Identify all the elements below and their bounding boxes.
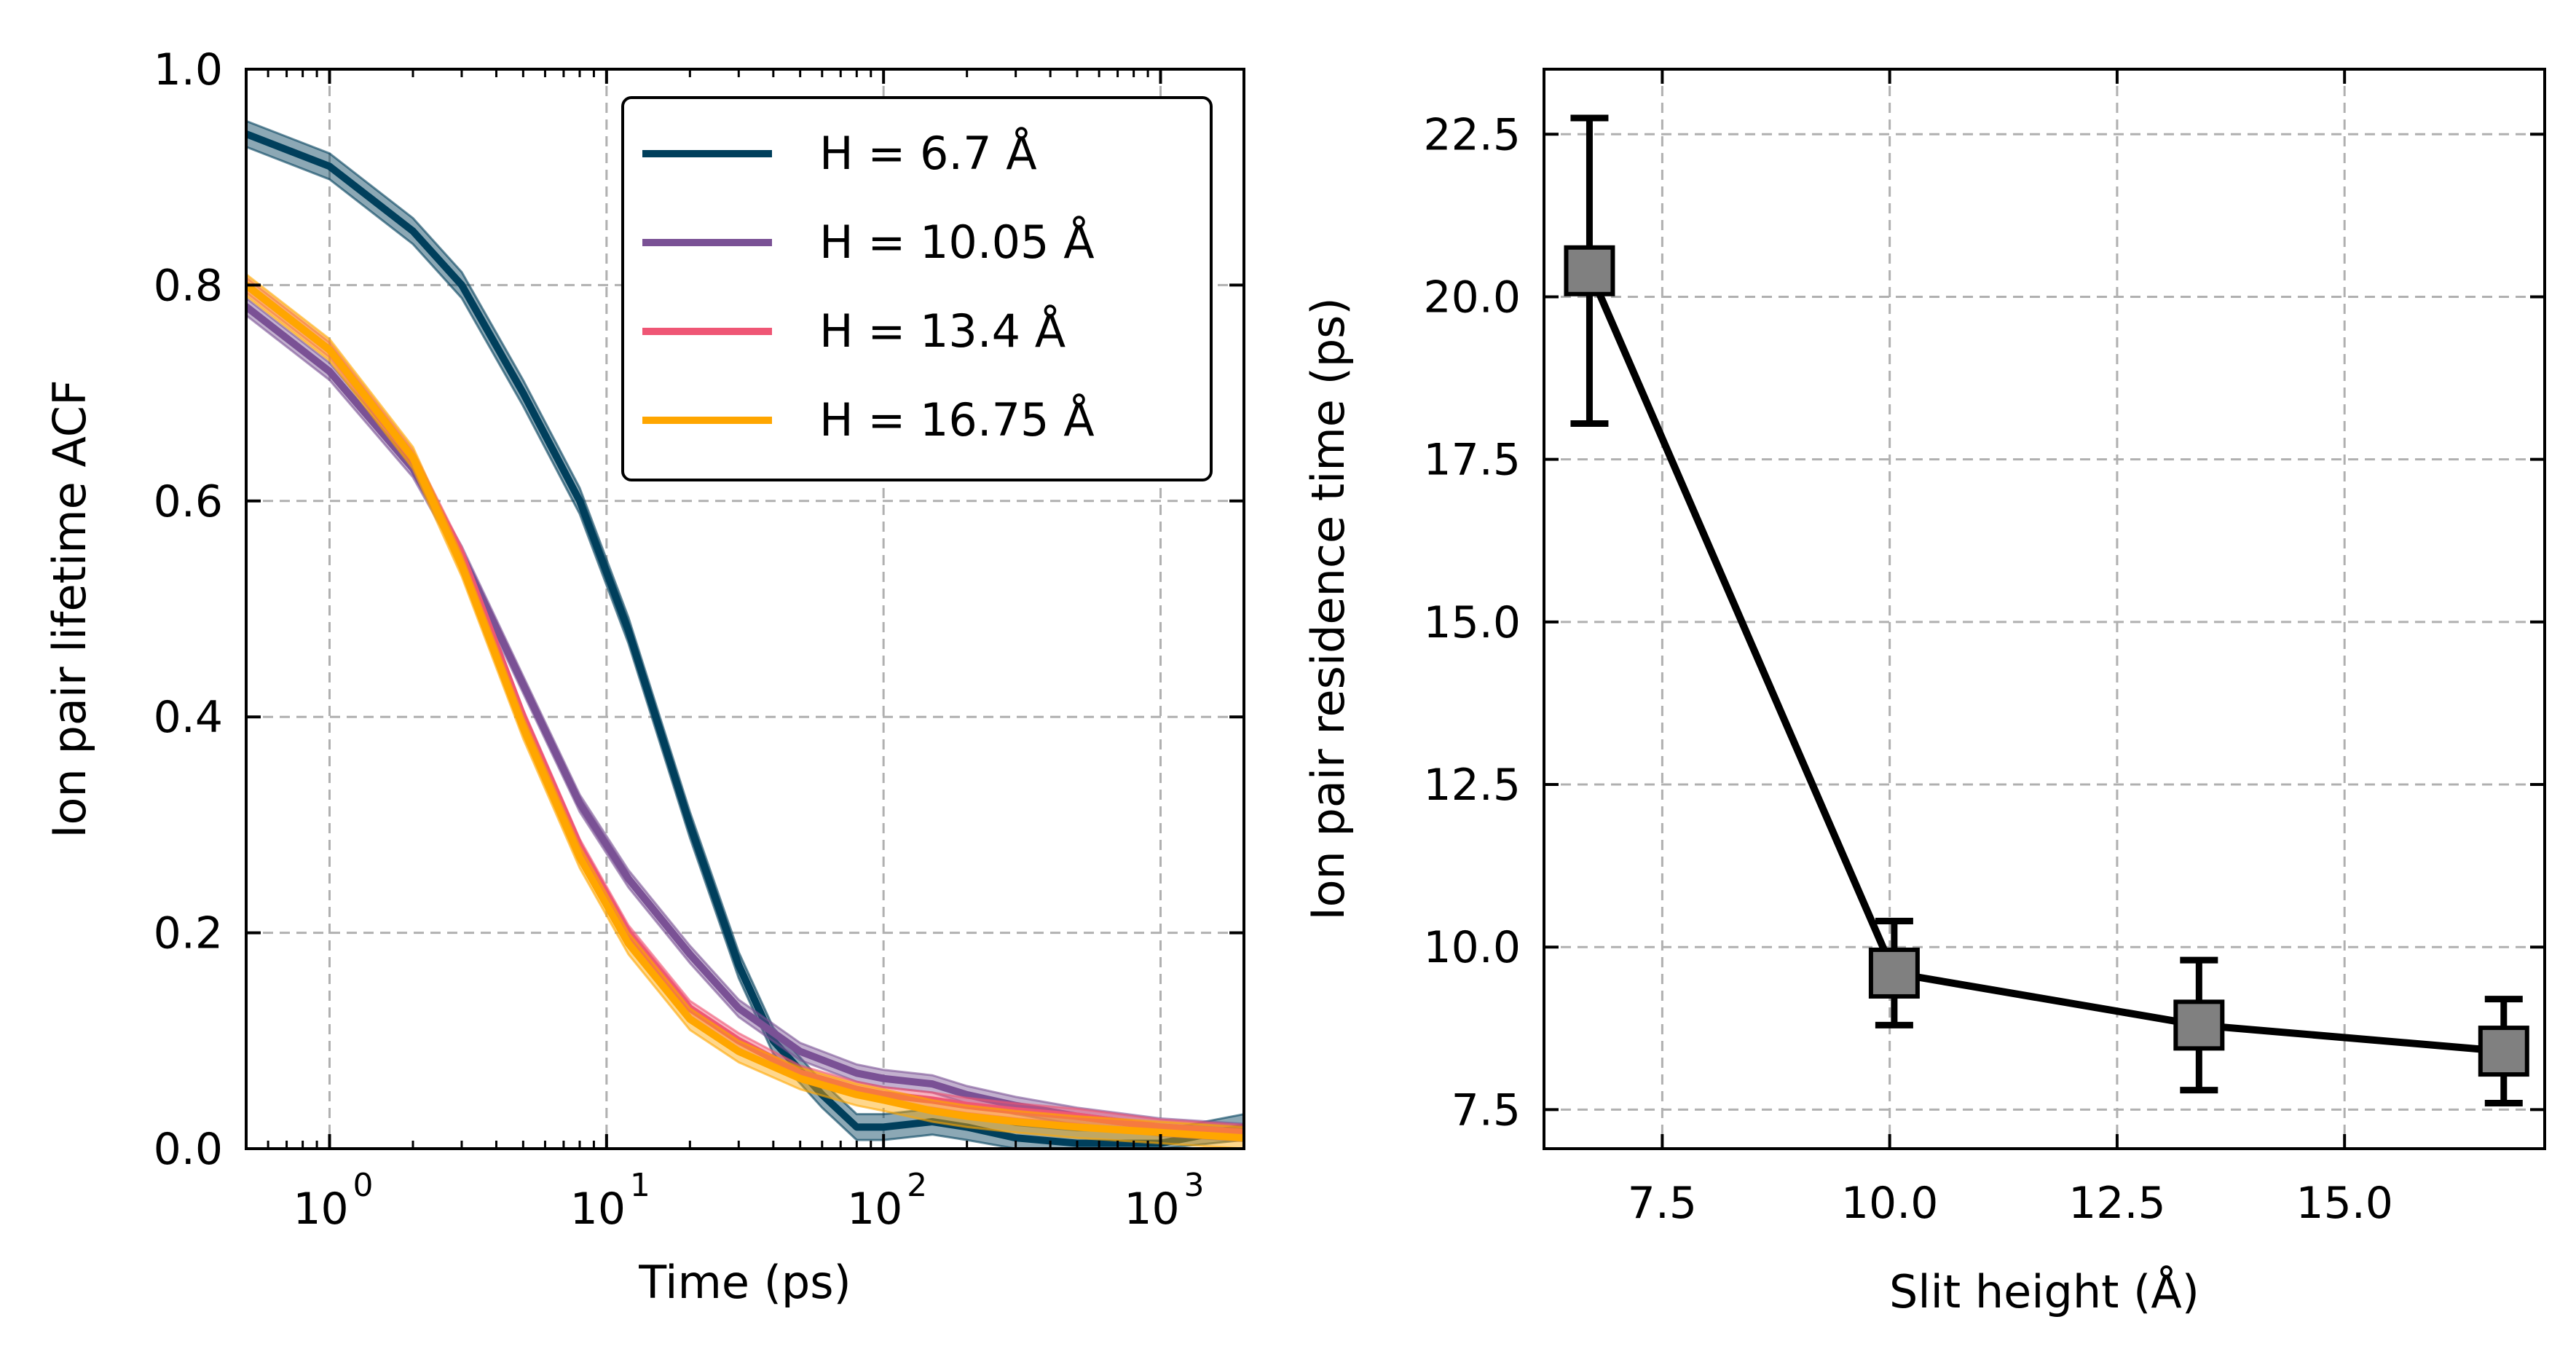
right-y-axis-label: Ion pair residence time (ps) [1301, 297, 1355, 920]
legend: H = 6.7 Å H = 10.05 Å H = 13.4 Å H = 16.… [621, 96, 1213, 481]
legend-label-1: H = 10.05 Å [819, 216, 1095, 269]
right-grid [1544, 69, 2545, 1149]
left-x-tick-label: 10 [1124, 1184, 1179, 1235]
data-point-2 [2173, 999, 2225, 1051]
right-x-axis-label: Slit height (Å) [1889, 1265, 2199, 1318]
right-ticks [1544, 69, 2545, 1149]
left-y-axis-label: Ion pair lifetime ACF [43, 379, 96, 838]
right-y-tick-label: 20.0 [1423, 272, 1521, 323]
legend-label-3: H = 16.75 Å [819, 393, 1095, 447]
series-line-3 [246, 281, 1244, 1142]
legend-label-2: H = 13.4 Å [819, 304, 1066, 358]
data-point-3 [2478, 1026, 2529, 1077]
right-y-tick-label: 17.5 [1423, 435, 1521, 486]
left-x-tick-label: 10 [847, 1184, 902, 1235]
residence-line [1586, 269, 2505, 1055]
right-y-tick-label: 22.5 [1423, 109, 1521, 160]
left-x-tick-label: 10 [293, 1184, 348, 1235]
left-plot-frame [245, 68, 1245, 1150]
left-chart: 10 0 10 1 10 2 10 30.00.20.40.60.81.0 Time (ps)… [43, 44, 1245, 1309]
series-band-3 [246, 272, 1244, 1149]
right-x-tick-label: 15.0 [2296, 1178, 2393, 1229]
left-y-tick-label: 0.4 [154, 692, 223, 743]
left-x-tick-label-exponent: 0 [352, 1167, 373, 1204]
right-chart: 7.5 10.0 12.5 15.0 7.5 10.0 12.5 15.0 17.5 20.0 22… [1301, 68, 2546, 1318]
right-plot-frame [1543, 68, 2546, 1150]
left-y-tick-label: 0.8 [154, 260, 223, 311]
right-y-tick-label: 7.5 [1452, 1085, 1521, 1136]
right-series-group [1564, 114, 2529, 1107]
left-x-tick-label-exponent: 1 [630, 1167, 650, 1204]
legend-box [621, 96, 1213, 481]
legend-label-0: H = 6.7 Å [819, 127, 1037, 180]
right-y-tick-label: 15.0 [1423, 597, 1521, 648]
left-grid [246, 69, 1244, 1149]
data-point-1 [1868, 947, 1920, 999]
left-x-axis-label: Time (ps) [638, 1256, 851, 1309]
left-y-tick-label: 0.2 [154, 908, 223, 959]
left-x-tick-label-exponent: 3 [1184, 1167, 1205, 1204]
left-ticks [245, 68, 1245, 1150]
right-tick-labels: 7.5 10.0 12.5 15.0 7.5 10.0 12.5 15.0 17.5 20.0 22… [1423, 109, 2393, 1229]
right-x-tick-label: 12.5 [2068, 1178, 2166, 1229]
right-y-tick-label: 12.5 [1423, 760, 1521, 811]
left-tick-labels: 10 0 10 1 10 2 10 30.00.20.40.60.81.0 [154, 44, 1205, 1235]
left-y-tick-label: 1.0 [154, 44, 223, 95]
left-x-tick-label: 10 [570, 1184, 626, 1235]
right-x-tick-label: 7.5 [1628, 1178, 1697, 1229]
right-y-tick-label: 10.0 [1423, 922, 1521, 973]
left-y-tick-label: 0.6 [154, 476, 223, 527]
left-y-tick-label: 0.0 [154, 1124, 223, 1175]
left-x-tick-label-exponent: 2 [907, 1167, 927, 1204]
left-series-group [246, 119, 1244, 1149]
right-x-tick-label: 10.0 [1841, 1178, 1939, 1229]
data-point-0 [1564, 245, 1615, 296]
series-band-0 [246, 119, 1244, 1149]
